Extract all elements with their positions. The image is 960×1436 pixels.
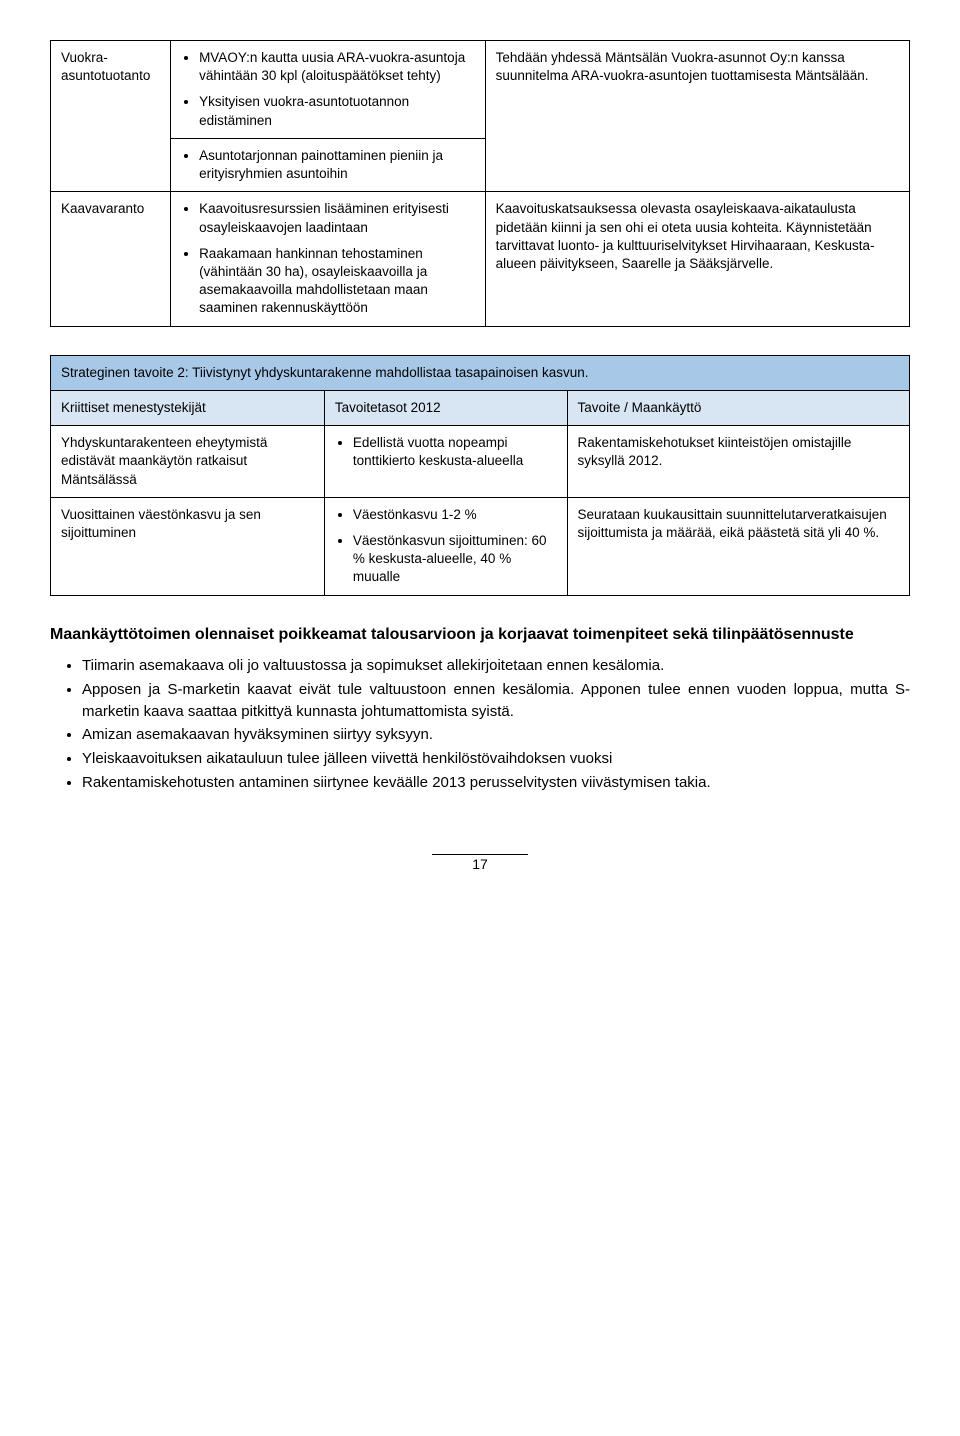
cell-factor: Vuokra-asuntotuotanto [51,41,171,192]
cell-goal: Tehdään yhdessä Mäntsälän Vuokra-asunnot… [485,41,909,192]
col-header: Kriittiset menestystekijät [51,390,325,425]
list-item: Raakamaan hankinnan tehostaminen (vähint… [199,245,475,318]
cell-goal: Kaavoituskatsauksessa olevasta osayleisk… [485,192,909,326]
cell-goal: Seurataan kuukausittain suunnittelutarve… [567,497,909,595]
list-item: Edellistä vuotta nopeampi tonttikierto k… [353,434,557,470]
table-row: Vuokra-asuntotuotanto MVAOY:n kautta uus… [51,41,910,139]
col-header: Tavoitetasot 2012 [324,390,567,425]
page-number-container: 17 [50,854,910,874]
list-item: Rakentamiskehotusten antaminen siirtynee… [82,772,910,794]
table-header-row: Strateginen tavoite 2: Tiivistynyt yhdys… [51,355,910,390]
list-item: Väestönkasvun sijoittuminen: 60 % keskus… [353,532,557,587]
list-item: MVAOY:n kautta uusia ARA-vuokra-asuntoja… [199,49,475,85]
cell-targets: Asuntotarjonnan painottaminen pieniin ja… [171,138,486,191]
table-row: Kaavavaranto Kaavoitusresurssien lisäämi… [51,192,910,326]
cell-targets: Väestönkasvu 1-2 % Väestönkasvun sijoitt… [324,497,567,595]
list-item: Väestönkasvu 1-2 % [353,506,557,524]
body-bullet-list: Tiimarin asemakaava oli jo valtuustossa … [50,655,910,794]
table-row: Yhdyskuntarakenteen eheytymistä edistävä… [51,426,910,498]
cell-factor: Vuosittainen väestönkasvu ja sen sijoitt… [51,497,325,595]
list-item: Asuntotarjonnan painottaminen pieniin ja… [199,147,475,183]
strategy-title: Strateginen tavoite 2: Tiivistynyt yhdys… [51,355,910,390]
list-item: Tiimarin asemakaava oli jo valtuustossa … [82,655,910,677]
strategy-table-1: Vuokra-asuntotuotanto MVAOY:n kautta uus… [50,40,910,327]
list-item: Amizan asemakaavan hyväksyminen siirtyy … [82,724,910,746]
section-heading: Maankäyttötoimen olennaiset poikkeamat t… [50,624,910,646]
table-subheader-row: Kriittiset menestystekijät Tavoitetasot … [51,390,910,425]
cell-factor: Yhdyskuntarakenteen eheytymistä edistävä… [51,426,325,498]
page-number: 17 [432,854,528,874]
cell-goal: Rakentamiskehotukset kiinteistöjen omist… [567,426,909,498]
list-item: Yksityisen vuokra-asuntotuotannon edistä… [199,93,475,129]
cell-targets: Kaavoitusresurssien lisääminen erityises… [171,192,486,326]
list-item: Yleiskaavoituksen aikatauluun tulee jäll… [82,748,910,770]
strategy-table-2: Strateginen tavoite 2: Tiivistynyt yhdys… [50,355,910,596]
list-item: Apposen ja S-marketin kaavat eivät tule … [82,679,910,723]
table-row: Vuosittainen väestönkasvu ja sen sijoitt… [51,497,910,595]
cell-targets: MVAOY:n kautta uusia ARA-vuokra-asuntoja… [171,41,486,139]
col-header: Tavoite / Maankäyttö [567,390,909,425]
list-item: Kaavoitusresurssien lisääminen erityises… [199,200,475,236]
cell-targets: Edellistä vuotta nopeampi tonttikierto k… [324,426,567,498]
cell-factor: Kaavavaranto [51,192,171,326]
